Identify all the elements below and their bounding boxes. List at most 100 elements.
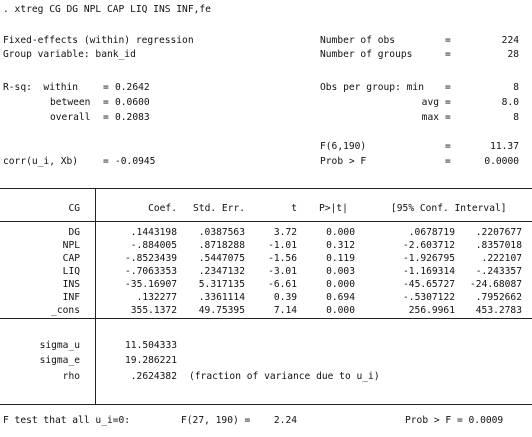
cell-ci-high: -.243357 [475,266,522,277]
row-name: DG [68,227,80,238]
col-p-header: P>|t| [319,203,348,214]
obs-min-value: 8 [513,82,519,93]
rsq-overall-label: overall [50,112,91,123]
cell-se: .8718288 [198,240,245,251]
cell-t: 0.39 [273,292,297,303]
prob-f-value: 0.0000 [484,156,519,167]
cell-ci-low: .0678719 [408,227,455,238]
group-variable: Group variable: bank_id [3,49,136,60]
cell-se: .2347132 [198,266,245,277]
cell-ci-high: -24.68087 [470,279,522,290]
cell-ci-low: -45.65727 [403,279,455,290]
row-name: LIQ [62,266,80,277]
f-stat-value: 11.37 [490,141,519,152]
cell-p: 0.003 [326,266,355,277]
prob-f-label: Prob > F [320,156,367,167]
obs-max-value: 8 [513,112,519,123]
ftest-stat-value: 2.24 [273,415,297,426]
obs-avg-eq: = [445,97,451,108]
sigma-e-value: 19.286221 [125,355,177,366]
nobs-value: 224 [501,35,519,46]
col-t-header: t [291,203,297,214]
ftest-label: F test that all u_i=0: [3,415,131,426]
rho-note: (fraction of variance due to u_i) [189,371,380,382]
obs-max-eq: = [445,112,451,123]
cell-t: -1.56 [268,253,297,264]
cell-ci-high: 453.2783 [475,305,522,316]
cell-coef: 355.1372 [130,305,177,316]
table-bottom-rule [0,404,532,405]
row-name: _cons [51,305,80,316]
cell-p: 0.119 [326,253,355,264]
ftest-prob: Prob > F = 0.0009 [405,415,504,426]
rho-label: rho [62,371,80,382]
row-name: INF [62,292,80,303]
table-body-rule [0,318,532,319]
obs-avg-value: 8.0 [501,97,519,108]
cell-coef: -35.16907 [125,279,177,290]
cell-ci-high: .222107 [481,253,522,264]
cell-se: .3361114 [198,292,245,303]
cell-coef: .132277 [136,292,177,303]
cell-p: 0.000 [326,305,355,316]
rsq-between-value: 0.0600 [115,97,150,108]
obs-avg-label: avg [421,97,439,108]
cell-coef: -.7063353 [125,266,177,277]
cell-t: -6.61 [268,279,297,290]
command-line: . xtreg CG DG NPL CAP LIQ INS INF,fe [3,4,211,15]
ftest-stat-label: F(27, 190) = [181,415,251,426]
cell-p: 0.000 [326,279,355,290]
cell-t: -3.01 [268,266,297,277]
nobs-label: Number of obs [320,35,396,46]
col-coef-header: Coef. [148,203,177,214]
cell-se: 49.75395 [198,305,245,316]
corr-eq: = [103,156,109,167]
col-ci-header: [95% Conf. Interval] [391,203,507,214]
rsq-between-label: between [50,97,91,108]
obs-max-label: max [421,112,439,123]
rsq-within-value: 0.2642 [115,82,150,93]
table-top-rule [0,188,532,189]
cell-t: 7.14 [273,305,297,316]
f-stat-label: F(6,190) [320,141,367,152]
col-se-header: Std. Err. [193,203,245,214]
cell-p: 0.312 [326,240,355,251]
row-name: NPL [62,240,80,251]
cell-ci-low: -2.603712 [403,240,455,251]
rsq-overall-eq: = [103,112,109,123]
table-divider [95,188,96,404]
corr-label: corr(u_i, Xb) [3,156,79,167]
row-name: INS [62,279,80,290]
sigma-e-label: sigma_e [39,355,80,366]
rsq-overall-value: 0.2083 [115,112,150,123]
cell-p: 0.694 [326,292,355,303]
ngroups-value: 28 [507,49,519,60]
prob-f-eq: = [445,156,451,167]
rsq-between-eq: = [103,97,109,108]
f-stat-eq: = [445,141,451,152]
cell-coef: -.884005 [130,240,177,251]
cell-se: 5.317135 [198,279,245,290]
corr-value: -0.0945 [115,156,156,167]
cell-se: .5447075 [198,253,245,264]
ngroups-eq: = [445,49,451,60]
rsq-within-label: R-sq: within [3,82,79,93]
cell-ci-low: 256.9961 [408,305,455,316]
ngroups-label: Number of groups [320,49,413,60]
cell-ci-low: -1.169314 [403,266,455,277]
cell-coef: -.8523439 [125,253,177,264]
cell-ci-high: .2207677 [475,227,522,238]
obs-min-eq: = [445,82,451,93]
rho-value: .2624382 [130,371,177,382]
sigma-u-label: sigma_u [39,340,80,351]
sigma-u-value: 11.504333 [125,340,177,351]
table-header-rule [0,221,532,222]
cell-t: 3.72 [273,227,297,238]
cell-ci-low: -.5307122 [403,292,455,303]
model-title: Fixed-effects (within) regression [3,35,194,46]
cell-ci-high: .8357018 [475,240,522,251]
cell-t: -1.01 [268,240,297,251]
obs-min-label: Obs per group: min [320,82,424,93]
cell-ci-low: -1.926795 [403,253,455,264]
